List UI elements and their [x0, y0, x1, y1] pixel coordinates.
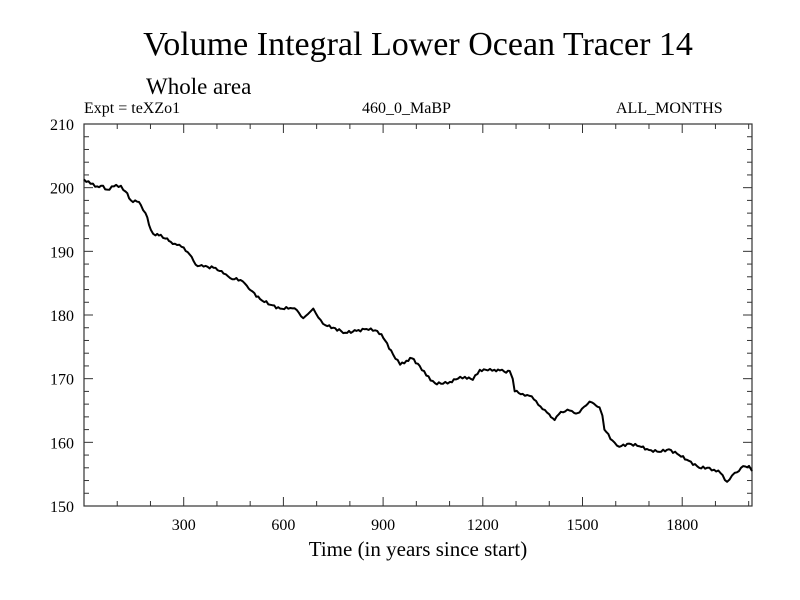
y-tick-label: 190	[50, 244, 74, 261]
x-tick-label: 900	[371, 517, 395, 534]
series-group	[83, 178, 753, 483]
x-tick-label: 1500	[567, 517, 599, 534]
y-tick-label: 160	[50, 435, 74, 452]
x-tick-label: 300	[172, 517, 196, 534]
y-tick-label: 210	[50, 117, 74, 134]
y-tick-label: 200	[50, 181, 74, 198]
experiment-label: Expt = teXZo1	[84, 100, 181, 117]
data-line	[83, 178, 753, 483]
ticks	[84, 124, 752, 506]
months-label: ALL_MONTHS	[616, 100, 723, 117]
y-tick-label: 180	[50, 308, 74, 325]
tick-labels: 300 600 900 1200 1500 1800 150 160 170 180 190 200 2…	[50, 117, 698, 534]
axes	[83, 123, 753, 507]
period-label: 460_0_MaBP	[362, 100, 451, 117]
y-tick-label: 170	[50, 372, 74, 389]
chart-subtitle: Whole area	[146, 74, 252, 99]
x-tick-label: 1200	[467, 517, 499, 534]
y-tick-label: 150	[50, 499, 74, 516]
x-tick-label: 600	[271, 517, 295, 534]
x-axis-title: Time (in years since start)	[309, 537, 528, 561]
plot-frame	[83, 123, 753, 507]
x-tick-label: 1800	[666, 517, 698, 534]
chart-title: Volume Integral Lower Ocean Tracer 14	[143, 26, 693, 63]
